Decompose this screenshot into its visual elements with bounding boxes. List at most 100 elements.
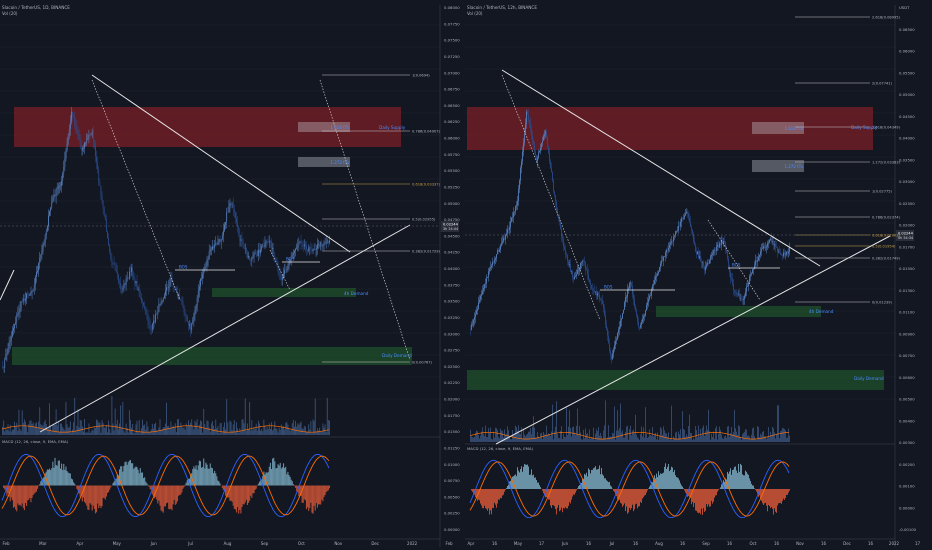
volume-bar <box>702 427 703 442</box>
macd-histogram-bar <box>127 462 129 486</box>
volume-bar <box>687 436 688 442</box>
candle-body <box>493 262 494 263</box>
macd-histogram-bar <box>667 466 668 489</box>
volume-bar <box>312 419 314 435</box>
macd-histogram-bar <box>88 485 90 510</box>
macd-histogram-bar <box>721 484 722 489</box>
candle-body <box>255 253 257 256</box>
macd-histogram-bar <box>753 485 754 489</box>
macd-histogram-bar <box>239 485 241 510</box>
candle-body <box>710 256 711 261</box>
candle-body <box>628 288 629 290</box>
macd-histogram-bar <box>781 489 782 504</box>
candle-body <box>324 243 326 245</box>
candle-body <box>773 241 774 246</box>
volume-bar <box>566 407 567 442</box>
macd-histogram-bar <box>254 485 256 490</box>
macd-histogram-bar <box>607 481 608 489</box>
macd-histogram-bar <box>658 471 659 489</box>
macd-histogram-bar <box>159 485 161 506</box>
macd-histogram-bar <box>583 478 584 489</box>
macd-histogram-bar <box>519 472 520 489</box>
macd-histogram-bar <box>24 485 27 503</box>
candle-body <box>720 243 721 246</box>
candle-body <box>313 249 315 250</box>
macd-histogram-bar <box>275 468 277 486</box>
candle-body <box>193 314 195 320</box>
volume-bar <box>544 434 545 442</box>
volume-bar <box>248 429 249 435</box>
candle-body <box>5 355 7 360</box>
volume-bar <box>64 430 66 435</box>
candle-body <box>264 243 266 247</box>
candle-body <box>43 242 45 245</box>
macd-histogram-bar <box>646 489 647 493</box>
macd-histogram-bar <box>146 483 148 486</box>
macd-histogram-bar <box>181 485 183 493</box>
candle-body <box>689 217 690 222</box>
candle-body <box>310 247 312 249</box>
candle-body <box>534 143 535 152</box>
volume-bar <box>640 434 641 442</box>
candle-body <box>764 245 765 249</box>
candle-body <box>682 218 683 219</box>
macd-histogram-bar <box>661 473 662 489</box>
volume-bar <box>89 432 91 435</box>
volume-bar <box>769 437 770 442</box>
volume-bar <box>22 422 24 435</box>
volume-bar <box>90 431 92 435</box>
y-tick-label: 0.00750 <box>444 478 460 483</box>
macd-histogram-bar <box>253 485 255 494</box>
y-tick-label: 0.03000 <box>899 179 915 184</box>
macd-histogram-bar <box>755 489 756 490</box>
candle-body <box>74 116 76 124</box>
candle-body <box>112 262 114 264</box>
volume-bar <box>538 436 539 442</box>
macd-histogram-bar <box>628 489 629 513</box>
candle-body <box>634 299 635 307</box>
volume-bar <box>511 439 512 442</box>
candle-body <box>504 238 505 240</box>
fib-level-label: 0.786(0.02374) <box>872 216 901 220</box>
candle-body <box>605 315 606 325</box>
candle-body <box>89 134 91 136</box>
volume-bar <box>167 426 169 435</box>
candle-body <box>770 238 771 241</box>
volume-bar <box>195 422 197 435</box>
bos-label: BOS <box>179 265 188 270</box>
dotted-trend-line <box>707 219 761 301</box>
candle-body <box>25 298 26 301</box>
macd-histogram-bar <box>242 485 244 505</box>
macd-histogram-bar <box>36 485 39 489</box>
macd-histogram-bar <box>7 485 9 494</box>
candle-body <box>747 285 748 287</box>
volume-bar <box>96 419 98 435</box>
price-tag-value: 0.02244 <box>443 223 459 227</box>
x-tick-label: Feb <box>446 541 454 546</box>
volume-bar <box>770 431 771 442</box>
volume-bar <box>134 432 136 435</box>
volume-bar <box>650 435 651 442</box>
volume-bar <box>740 437 741 442</box>
candle-body <box>522 151 523 162</box>
macd-histogram-bar <box>520 468 521 489</box>
candle-body <box>610 350 611 355</box>
candle-body <box>323 243 325 246</box>
fib-level-label: 1(0.0694) <box>412 74 430 78</box>
volume-bar <box>558 437 559 442</box>
macd-histogram-bar <box>714 489 715 498</box>
macd-histogram-bar <box>93 485 95 509</box>
macd-histogram-bar <box>56 465 58 486</box>
macd-histogram-bar <box>54 457 56 486</box>
candle-body <box>149 324 151 329</box>
candle-body <box>20 301 22 309</box>
candle-body <box>553 180 554 192</box>
volume-bar <box>266 426 268 435</box>
candle-body <box>647 302 648 306</box>
candle-body <box>265 241 267 244</box>
volume-bar <box>133 432 135 435</box>
candle-body <box>315 248 317 250</box>
macd-histogram-bar <box>630 489 631 510</box>
volume-bar <box>269 428 271 435</box>
macd-histogram-bar <box>761 489 762 501</box>
